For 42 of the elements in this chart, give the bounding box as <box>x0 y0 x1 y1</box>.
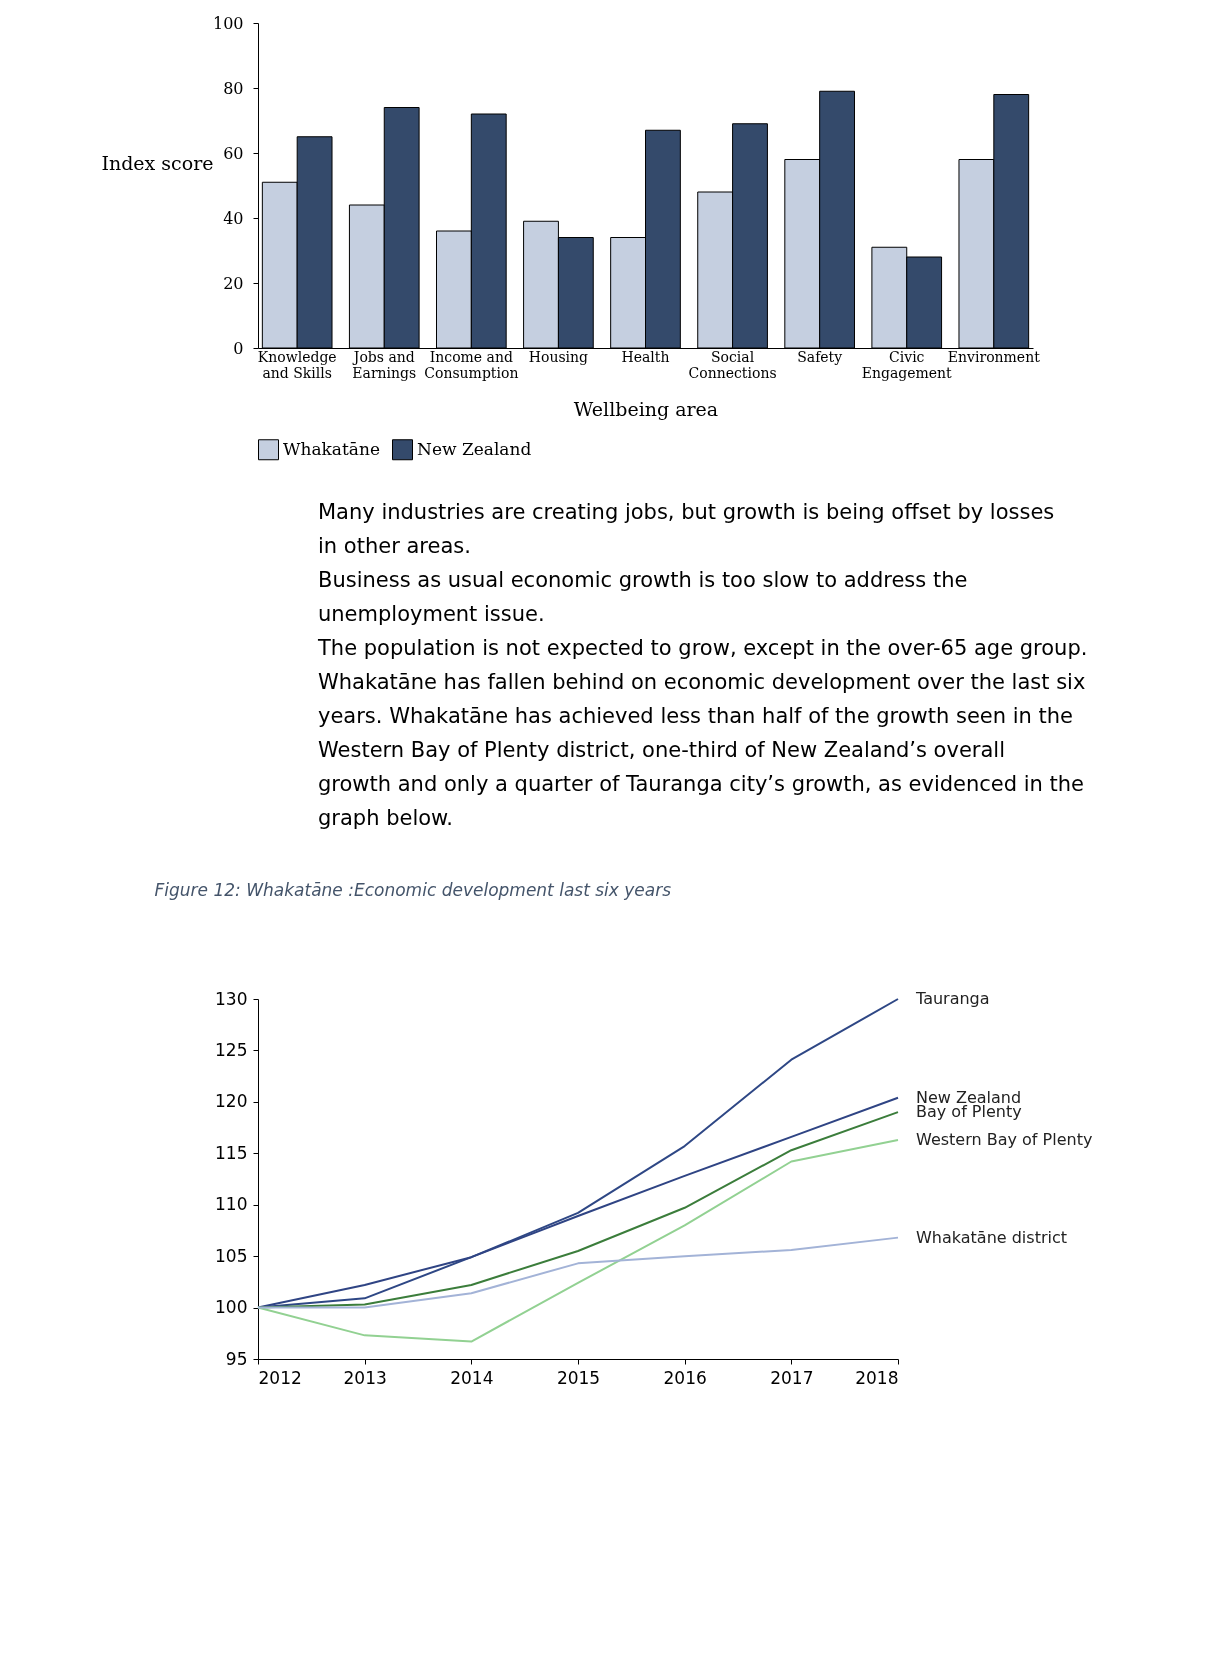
text: Whakatāne has fallen behind on economic development over the last six years. Whakatāne has achieved less than half of the growth seen in the Western Bay of Plenty district, one-third of New Zealand’s overall growth and only a quarter of Tauranga city’s growth, as evidenced in the graph below. <box>318 670 1086 830</box>
y-tick-label: 0 <box>233 338 244 358</box>
series-label: Whakatāne district <box>916 1227 1068 1247</box>
y-tick-label: 100 <box>212 13 244 33</box>
x-tick-label: 2015 <box>556 1367 601 1388</box>
y-tick-label: 40 <box>223 208 244 228</box>
x-tick-label: Housing <box>528 348 589 365</box>
x-tick-label: Environment <box>947 348 1041 365</box>
legend-label: New Zealand <box>417 438 532 459</box>
x-tick-label: Jobs and Earnings <box>351 348 417 381</box>
y-tick-label: 80 <box>223 78 244 98</box>
y-tick-label: 115 <box>215 1142 248 1163</box>
x-tick-label: Social Connections <box>688 348 777 381</box>
x-tick-label: Knowledge and Skills <box>257 348 337 381</box>
x-tick-label: 2012 <box>258 1367 302 1388</box>
y-tick-label: 95 <box>225 1348 248 1369</box>
x-tick-label: Income and Consumption <box>424 348 519 381</box>
x-tick-label: 2014 <box>450 1367 494 1388</box>
x-axis-title: Wellbeing area <box>573 397 719 420</box>
y-tick-label: 125 <box>215 1039 248 1060</box>
text: Business as usual economic growth is too slow to address the unemployment issue. <box>318 568 968 626</box>
series-label: Western Bay of Plenty <box>916 1129 1093 1149</box>
series-label: Tauranga <box>915 989 990 1008</box>
y-tick-label: 120 <box>215 1091 248 1112</box>
chart-title: Figure 12: Whakatāne :Economic development last six years <box>154 880 672 900</box>
y-tick-label: 100 <box>215 1297 248 1318</box>
x-tick-label: 2017 <box>770 1367 814 1388</box>
y-axis-title: Index score <box>101 151 214 174</box>
y-tick-label: 130 <box>215 988 248 1009</box>
text: Many industries are creating jobs, but growth is being offset by losses in other areas. <box>318 500 1055 558</box>
x-tick-label: 2016 <box>663 1367 707 1388</box>
y-tick-label: 110 <box>215 1194 248 1215</box>
series-label: Bay of Plenty <box>916 1102 1022 1122</box>
y-tick-label: 20 <box>223 273 244 293</box>
y-tick-label: 60 <box>223 143 244 163</box>
text: The population is not expected to grow, except in the over-65 age group. <box>317 636 1088 660</box>
x-tick-label: 2013 <box>343 1367 387 1388</box>
y-tick-label: 105 <box>215 1245 248 1266</box>
x-tick-label: Safety <box>797 348 843 365</box>
x-tick-label: Health <box>621 348 670 365</box>
x-tick-label: 2018 <box>855 1367 899 1388</box>
legend-label: Whakatāne <box>283 438 380 459</box>
